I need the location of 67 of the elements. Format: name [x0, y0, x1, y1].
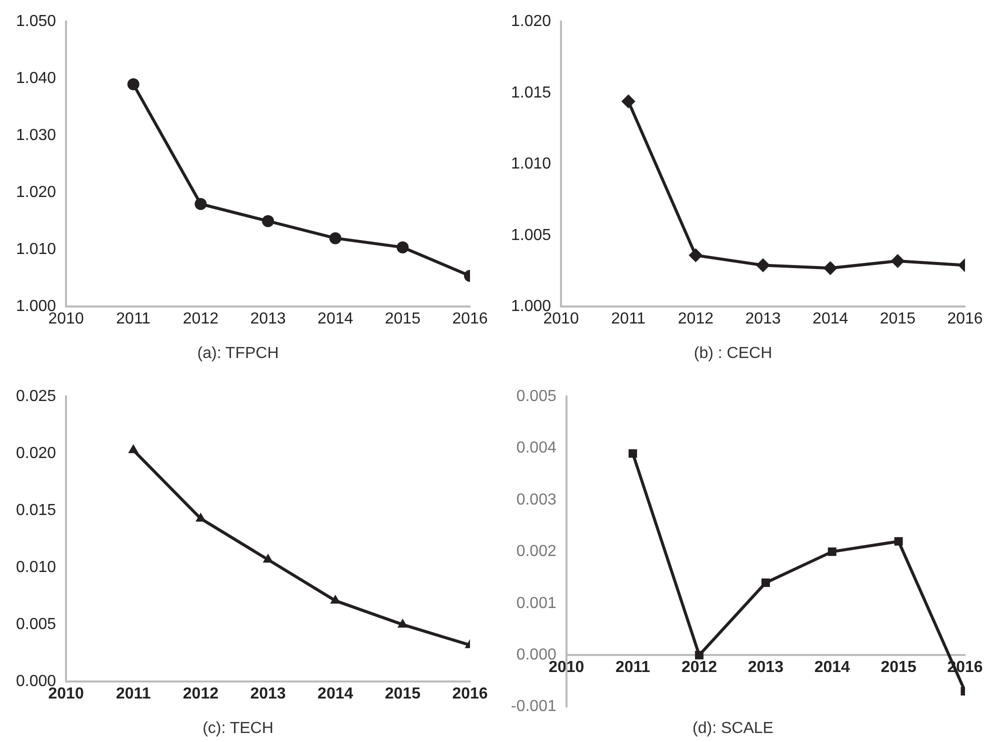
y-tick-label: 1.010 [510, 156, 552, 173]
y-tick-label: 0.025 [16, 388, 56, 406]
point [128, 444, 139, 454]
x-tick-label: 2013 [748, 659, 784, 676]
y-tick-label: 1.005 [510, 226, 552, 244]
y-tick-label: 1.020 [510, 13, 552, 30]
point [262, 554, 274, 563]
text: (c): TECH [202, 720, 274, 737]
point [127, 78, 140, 90]
text: (d): SCALE [692, 720, 774, 737]
x-tick-label: 2015 [880, 659, 916, 676]
y-tick-label: 0.005 [516, 388, 556, 406]
x-tick-label: 2012 [182, 686, 219, 703]
point [195, 512, 206, 522]
x-tick-label: 2014 [814, 659, 850, 676]
y-tick-label: 1.010 [16, 241, 56, 258]
y-tick-label: 1.040 [16, 70, 56, 88]
y-tick-label: 0.020 [16, 445, 56, 462]
x-tick-label: 2015 [384, 310, 421, 328]
x-tick-label: 2016 [947, 310, 983, 328]
y-tick-label: -0.001 [510, 698, 556, 716]
x-tick-label: 2011 [615, 659, 650, 676]
x-tick-label: 2016 [452, 686, 488, 703]
x-tick-label: 2011 [611, 310, 646, 328]
point [621, 94, 636, 108]
point [262, 215, 274, 228]
x-tick-label: 2014 [318, 310, 354, 328]
point [761, 578, 770, 587]
y-tick-label: 0.015 [16, 502, 56, 520]
x-tick-label: 2011 [116, 310, 151, 328]
x-tick-label: 2014 [318, 686, 354, 703]
point [894, 537, 903, 546]
point [890, 254, 905, 268]
x-tick-label: 2012 [681, 659, 718, 676]
point [194, 198, 207, 210]
text: (a): TFPCH [197, 344, 279, 362]
x-tick-label: 2015 [384, 686, 421, 703]
text: (b) : CECH [694, 344, 772, 362]
point [628, 449, 638, 458]
y-tick-label: 0.010 [16, 559, 56, 576]
point [828, 547, 836, 556]
x-tick-label: 2011 [116, 686, 151, 703]
point [396, 241, 409, 254]
x-tick-label: 2012 [678, 310, 714, 328]
y-tick-label: 0.001 [516, 594, 556, 612]
x-tick-label: 2013 [250, 310, 286, 328]
y-tick-label: 0.005 [16, 616, 56, 634]
y-tick-label: 1.050 [16, 13, 56, 30]
y-tick-label: 1.015 [510, 84, 552, 102]
x-tick-label: 2012 [182, 310, 219, 328]
y-tick-label: 0.002 [516, 543, 556, 560]
point [688, 248, 703, 262]
y-tick-label: 0.003 [516, 491, 556, 508]
point [695, 650, 704, 660]
x-tick-label: 2016 [452, 310, 488, 328]
y-tick-label: 1.030 [16, 127, 56, 144]
point [756, 258, 770, 272]
x-tick-label: 2015 [880, 310, 916, 328]
x-tick-label: 2013 [250, 686, 286, 703]
point [397, 618, 408, 628]
point [823, 261, 838, 276]
y-tick-label: 1.020 [16, 184, 56, 202]
point [330, 594, 341, 604]
y-tick-label: 0.004 [516, 440, 556, 457]
point [329, 232, 342, 244]
x-tick-label: 2013 [745, 310, 781, 328]
x-tick-label: 2014 [812, 310, 848, 328]
